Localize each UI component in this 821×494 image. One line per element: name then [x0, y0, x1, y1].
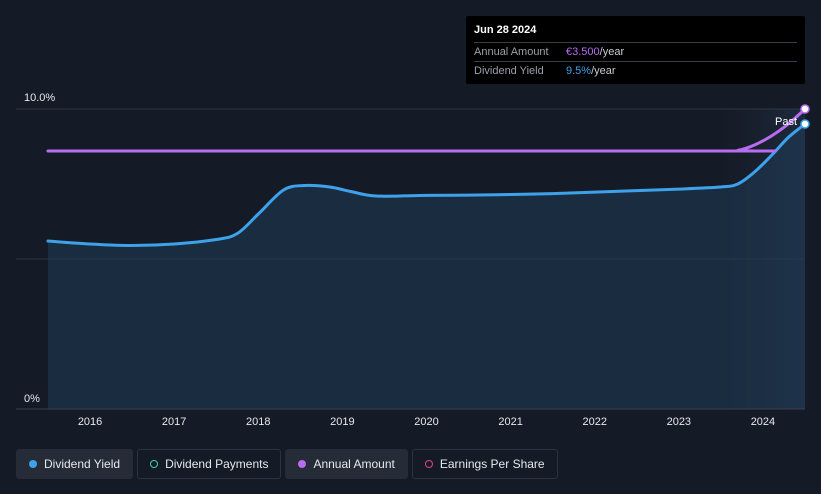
- x-tick-label: 2023: [667, 416, 691, 428]
- y-tick-label: 0%: [24, 393, 40, 405]
- chart-legend: Dividend Yield Dividend Payments Annual …: [16, 449, 558, 481]
- x-tick-label: 2024: [751, 416, 775, 428]
- dividend-chart: 10.0% 0% 2016 2017 2018 2019 2020 2021 2022 2023…: [16, 92, 810, 428]
- x-tick-label: 2021: [498, 416, 522, 428]
- series-end-marker: [800, 119, 810, 129]
- x-tick-label: 2019: [330, 416, 354, 428]
- tooltip-value: €3.500: [566, 46, 600, 58]
- x-tick-label: 2017: [162, 416, 186, 428]
- tooltip-row-dividend-yield: Dividend Yield 9.5% /year: [474, 61, 797, 80]
- legend-annual-amount[interactable]: Annual Amount: [285, 449, 408, 479]
- series-line-annual-amount: [46, 107, 807, 153]
- series-end-marker: [800, 104, 810, 114]
- dividend-yield-area: [48, 124, 805, 409]
- legend-ring-icon: [424, 460, 433, 468]
- past-label: Past: [775, 116, 797, 128]
- x-tick-label: 2018: [246, 416, 270, 428]
- legend-dot-icon: [298, 460, 307, 468]
- legend-dividend-payments[interactable]: Dividend Payments: [137, 449, 282, 479]
- y-tick-label: 10.0%: [24, 92, 55, 104]
- x-tick-label: 2020: [414, 416, 438, 428]
- legend-label: Earnings Per Share: [439, 457, 545, 471]
- tooltip-value: 9.5%: [566, 65, 592, 77]
- tooltip-unit: /year: [599, 46, 625, 58]
- legend-earnings-per-share[interactable]: Earnings Per Share: [411, 449, 558, 479]
- legend-label: Dividend Payments: [165, 457, 269, 471]
- tooltip-date: Jun 28 2024: [474, 24, 537, 36]
- tooltip-row-annual-amount: Annual Amount €3.500 /year: [474, 42, 797, 61]
- tooltip: Jun 28 2024 Annual Amount €3.500 /year D…: [466, 16, 805, 84]
- x-tick-label: 2022: [582, 416, 606, 428]
- legend-label: Annual Amount: [313, 457, 395, 471]
- legend-dividend-yield[interactable]: Dividend Yield: [16, 449, 134, 479]
- tooltip-unit: /year: [591, 65, 616, 77]
- legend-dot-icon: [29, 460, 37, 468]
- x-tick-label: 2016: [78, 416, 102, 428]
- tooltip-label: Annual Amount: [474, 46, 549, 58]
- legend-ring-icon: [150, 460, 159, 468]
- tooltip-label: Dividend Yield: [474, 65, 544, 77]
- series-line-dividend-yield: [46, 122, 807, 248]
- legend-label: Dividend Yield: [44, 457, 121, 471]
